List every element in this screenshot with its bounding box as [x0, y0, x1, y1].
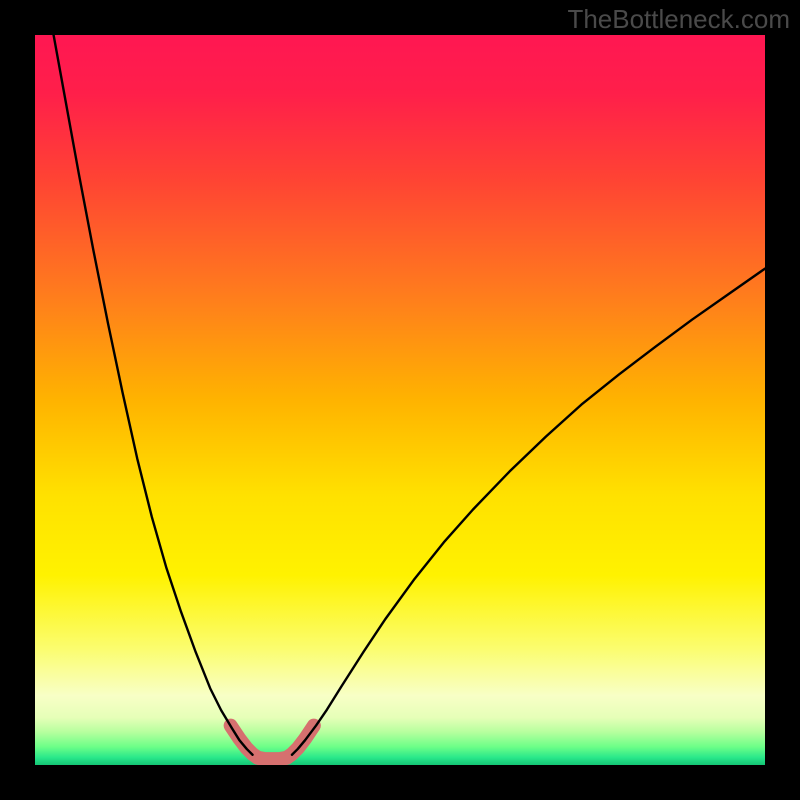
- plot-svg: [35, 35, 765, 765]
- chart-frame: [0, 0, 800, 800]
- watermark-text: TheBottleneck.com: [567, 4, 790, 35]
- plot-area: [35, 35, 765, 765]
- gradient-background: [35, 35, 765, 765]
